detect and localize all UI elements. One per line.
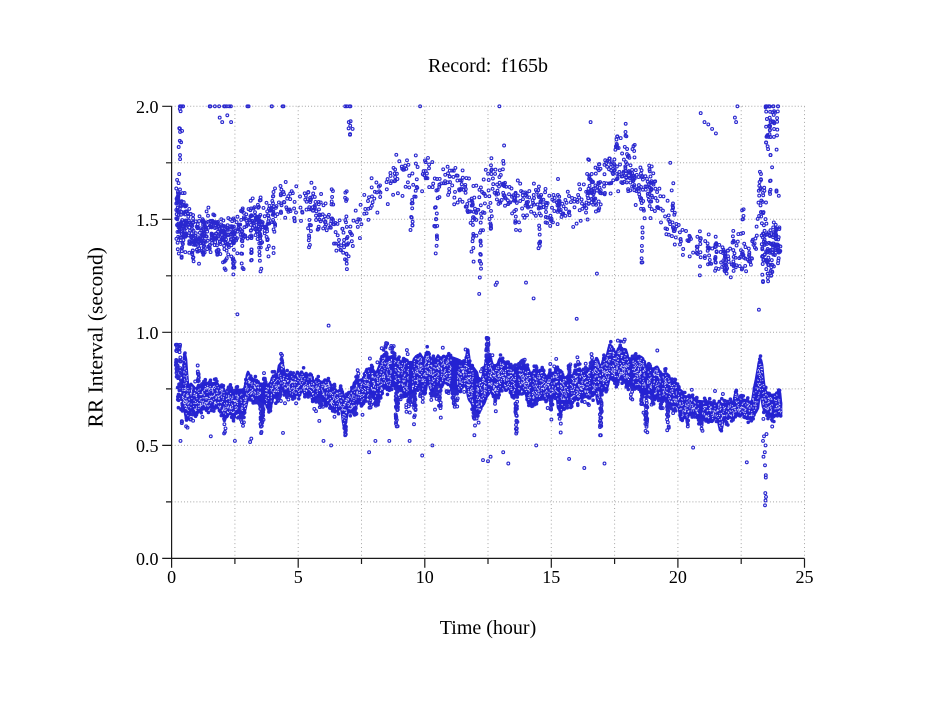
svg-text:Record: f165b: Record: f165b [428, 55, 548, 77]
svg-text:15: 15 [542, 567, 560, 587]
svg-text:1.5: 1.5 [136, 210, 159, 230]
svg-text:0.0: 0.0 [136, 549, 159, 569]
svg-text:Time (hour): Time (hour) [440, 617, 536, 639]
svg-text:0: 0 [167, 567, 176, 587]
svg-text:5: 5 [294, 567, 303, 587]
svg-text:10: 10 [416, 567, 434, 587]
svg-text:25: 25 [796, 567, 814, 587]
svg-text:RR Interval (second): RR Interval (second) [84, 247, 108, 427]
svg-text:0.5: 0.5 [136, 436, 159, 456]
svg-text:2.0: 2.0 [136, 97, 159, 117]
svg-text:20: 20 [669, 567, 687, 587]
svg-text:1.0: 1.0 [136, 323, 159, 343]
